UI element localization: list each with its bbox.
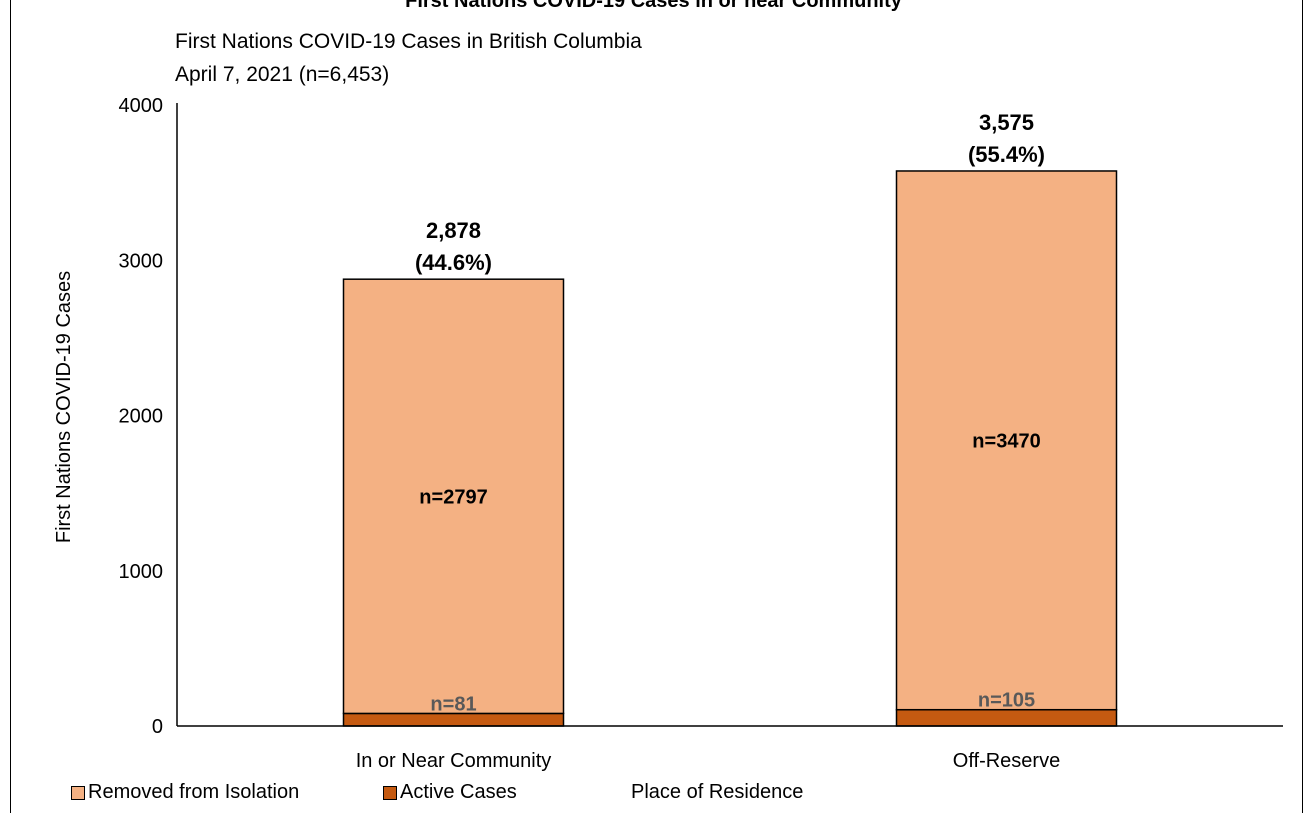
chart-frame [10,0,1303,813]
page-title: First Nations COVID-19 Cases in or near … [405,0,902,12]
x-tick-label-0: In or Near Community [356,750,552,772]
bar-removed-1 [895,170,1118,711]
legend-item-removed: Removed from Isolation [71,781,299,804]
y-tick-label-0: 0 [152,716,163,738]
total-label-percent-0: (44.6%) [415,250,492,275]
y-axis-title: First Nations COVID-19 Cases [53,271,75,543]
legend-item-active: Active Cases [383,781,517,804]
total-label-count-1: 3,575 [979,110,1034,135]
y-tick-label-4: 4000 [119,95,164,117]
chart-subtitle: April 7, 2021 (n=6,453) [175,63,390,86]
bar-removed-0 [342,278,565,715]
data-label-removed-1: n=3470 [972,430,1040,452]
chart-title: First Nations COVID-19 Cases in British … [175,30,642,53]
data-label-active-1: n=105 [978,690,1035,712]
legend-label-removed: Removed from Isolation [88,781,300,803]
x-tick-label-1: Off-Reserve [953,750,1060,772]
legend-swatch-active [383,785,397,800]
bar-active-1 [895,708,1118,727]
x-axis-title: Place of Residence [631,781,804,803]
y-tick-label-3: 3000 [119,250,164,272]
total-label-percent-1: (55.4%) [968,142,1045,167]
total-label-count-0: 2,878 [426,218,481,243]
data-label-active-0: n=81 [430,693,476,715]
y-tick-label-1: 1000 [119,561,164,583]
y-tick-label-2: 2000 [119,406,164,428]
data-label-removed-0: n=2797 [419,486,487,508]
legend-swatch-removed [71,785,85,800]
legend-label-active: Active Cases [400,781,517,803]
